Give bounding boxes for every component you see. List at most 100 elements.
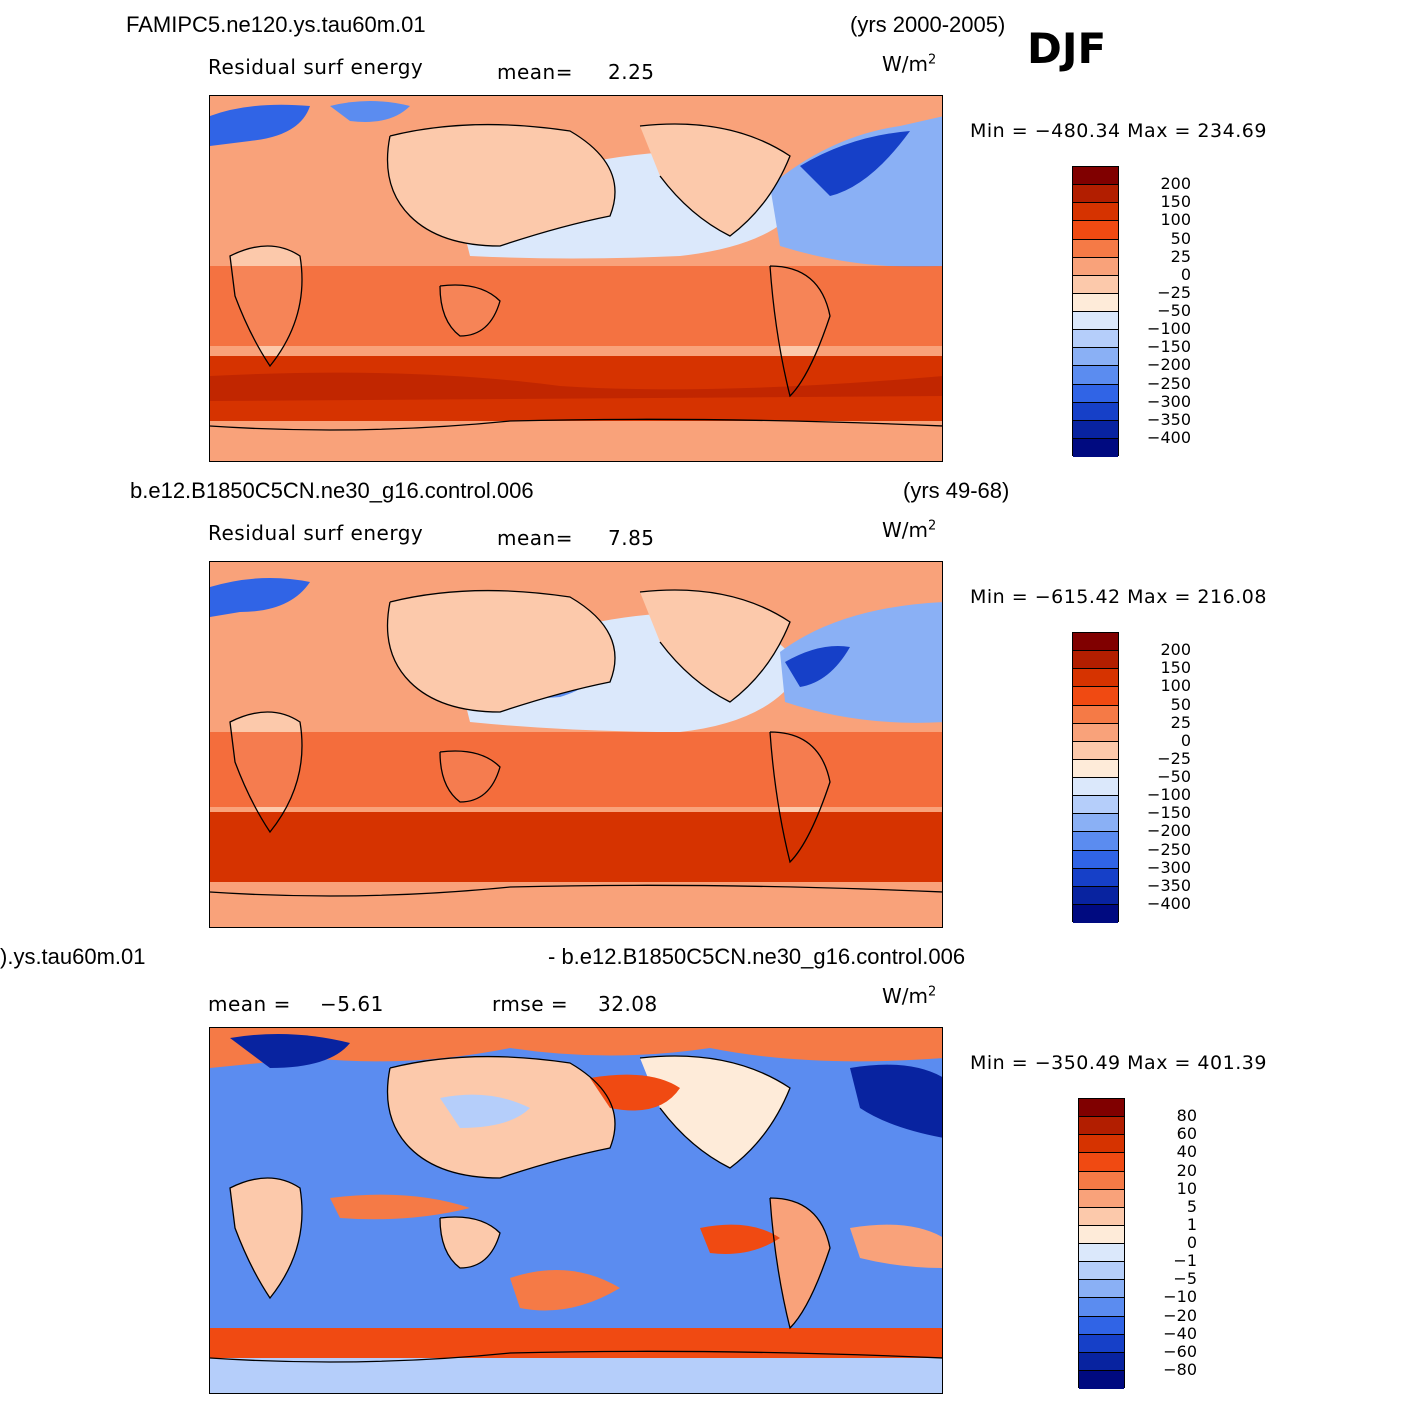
colorbar-tick-label: 10 (1176, 1178, 1197, 1198)
panel3-map (209, 1027, 943, 1394)
colorbar-tick-label: −400 (1147, 427, 1191, 447)
colorbar-tick-label: −10 (1163, 1287, 1197, 1307)
panel1-map (209, 95, 943, 462)
colorbar-tick-label: −50 (1157, 301, 1191, 320)
colorbar-swatch (1079, 1207, 1124, 1226)
colorbar-tick-label: −40 (1163, 1323, 1197, 1343)
panel1-mean-value: 2.25 (608, 60, 655, 84)
colorbar-swatch (1079, 1225, 1124, 1244)
colorbar-tick-label: −400 (1147, 893, 1191, 913)
colorbar-tick-label: −100 (1147, 319, 1191, 339)
colorbar-swatch (1073, 384, 1118, 403)
colorbar-tick-label: 100 (1160, 676, 1191, 696)
panel3-rmse-label: rmse = (492, 992, 569, 1016)
panel2-mean-label: mean= (497, 526, 573, 550)
panel2-variable: Residual surf energy (208, 521, 424, 545)
panel3-case-left: ).ys.tau60m.01 (0, 944, 146, 969)
colorbar-tick-label: −350 (1147, 875, 1191, 895)
colorbar-swatch (1079, 1244, 1124, 1263)
colorbar-tick-label: 40 (1176, 1142, 1197, 1162)
colorbar-tick-label: 80 (1176, 1106, 1197, 1126)
panel3-map-svg (210, 1028, 942, 1393)
colorbar-swatch (1079, 1117, 1124, 1136)
colorbar-swatch (1073, 705, 1118, 724)
colorbar-tick-label: −80 (1163, 1359, 1197, 1379)
panel2-mean-value: 7.85 (608, 526, 655, 550)
colorbar-swatch (1073, 850, 1118, 869)
colorbar-tick-label: 20 (1176, 1160, 1197, 1180)
panel1-years: (yrs 2000-2005) (850, 12, 1006, 37)
colorbar-swatch (1073, 221, 1118, 240)
colorbar-swatch (1073, 167, 1118, 186)
colorbar-tick-label: −150 (1147, 337, 1191, 357)
colorbar-tick-label: −5 (1173, 1269, 1197, 1289)
panel3-colorbar (1078, 1098, 1125, 1389)
colorbar-swatch (1079, 1352, 1124, 1371)
colorbar-tick-label: 5 (1186, 1196, 1197, 1216)
colorbar-tick-label: 200 (1160, 174, 1191, 194)
colorbar-swatch (1073, 868, 1118, 887)
colorbar-swatch (1073, 814, 1118, 833)
colorbar-tick-label: −60 (1163, 1341, 1197, 1361)
colorbar-tick-label: 0 (1180, 730, 1191, 750)
panel1-minmax: Min = −480.34 Max = 234.69 (970, 120, 1267, 142)
colorbar-swatch (1073, 420, 1118, 439)
colorbar-tick-label: 150 (1160, 658, 1191, 678)
colorbar-tick-label: 25 (1170, 712, 1191, 732)
colorbar-tick-label: 50 (1170, 228, 1191, 248)
panel1-case-title: FAMIPC5.ne120.ys.tau60m.01 (126, 12, 426, 37)
colorbar-tick-label: −300 (1147, 857, 1191, 877)
colorbar-tick-label: 150 (1160, 192, 1191, 212)
colorbar-tick-label: 100 (1160, 210, 1191, 230)
panel2-map (209, 561, 943, 928)
panel3-units: W/m2 (882, 984, 937, 1008)
colorbar-tick-label: 25 (1170, 246, 1191, 266)
panel3-minmax: Min = −350.49 Max = 401.39 (970, 1052, 1267, 1074)
colorbar-swatch (1073, 239, 1118, 258)
colorbar-tick-label: −1 (1173, 1251, 1197, 1271)
colorbar-swatch (1079, 1334, 1124, 1353)
panel3-rmse-value: 32.08 (598, 992, 658, 1016)
colorbar-swatch (1073, 741, 1118, 760)
panel2-units: W/m2 (882, 518, 937, 542)
colorbar-swatch (1073, 275, 1118, 294)
panel2-map-svg (210, 562, 942, 927)
colorbar-swatch (1079, 1298, 1124, 1317)
season-label: DJF (1027, 24, 1107, 73)
panel2-years: (yrs 49-68) (903, 478, 1010, 503)
colorbar-swatch (1073, 669, 1118, 688)
panel3-mean-label: mean = (208, 992, 291, 1016)
colorbar-swatch (1073, 633, 1118, 652)
colorbar-tick-label: 0 (1186, 1233, 1197, 1252)
colorbar-swatch (1079, 1171, 1124, 1190)
colorbar-swatch (1079, 1099, 1124, 1118)
colorbar-swatch (1073, 293, 1118, 312)
colorbar-tick-label: −350 (1147, 409, 1191, 429)
panel2-minmax: Min = −615.42 Max = 216.08 (970, 586, 1267, 608)
panel1-mean-label: mean= (497, 60, 573, 84)
colorbar-tick-label: −50 (1157, 767, 1191, 786)
colorbar-tick-label: 50 (1170, 694, 1191, 714)
colorbar-swatch (1073, 185, 1118, 204)
panel3-mean-value: −5.61 (320, 992, 384, 1016)
colorbar-swatch (1073, 438, 1118, 457)
colorbar-tick-label: −25 (1157, 748, 1191, 768)
colorbar-swatch (1073, 402, 1118, 421)
colorbar-tick-label: −300 (1147, 391, 1191, 411)
panel1-variable: Residual surf energy (208, 55, 424, 79)
panel1-map-svg (210, 96, 942, 461)
colorbar-tick-label: −250 (1147, 373, 1191, 393)
colorbar-swatch (1073, 778, 1118, 797)
colorbar-swatch (1073, 366, 1118, 385)
colorbar-swatch (1073, 330, 1118, 349)
colorbar-swatch (1073, 796, 1118, 815)
colorbar-swatch (1079, 1153, 1124, 1172)
colorbar-swatch (1079, 1189, 1124, 1208)
colorbar-swatch (1073, 832, 1118, 851)
colorbar-swatch (1079, 1135, 1124, 1154)
panel3-case-right: - b.e12.B1850C5CN.ne30_g16.control.006 (548, 944, 966, 969)
colorbar-tick-label: 0 (1180, 264, 1191, 284)
colorbar-swatch (1073, 257, 1118, 276)
colorbar-tick-label: −200 (1147, 821, 1191, 841)
colorbar-swatch (1073, 348, 1118, 367)
